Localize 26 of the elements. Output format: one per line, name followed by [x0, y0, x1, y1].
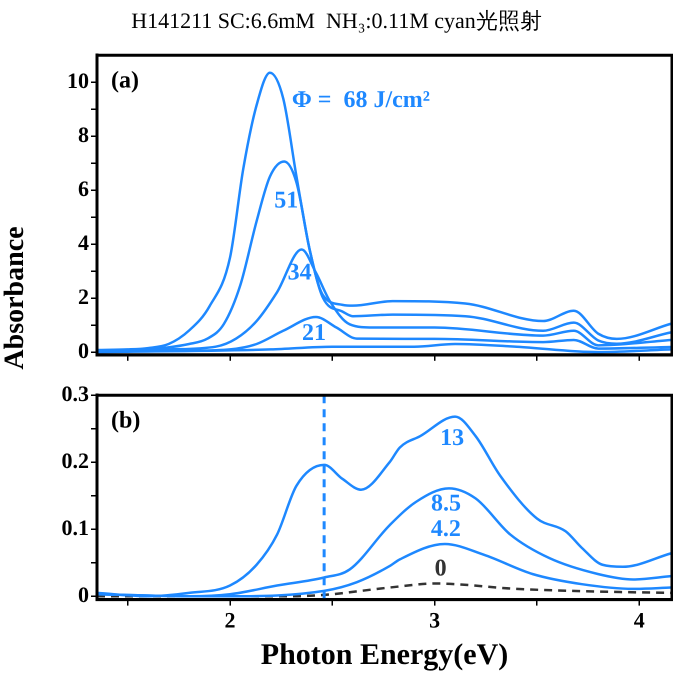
annotation: (a) — [111, 67, 139, 94]
series-label: Φ = 68 J/cm² — [292, 86, 430, 113]
y-axis-title: Absorbance — [0, 225, 31, 372]
series-label: 13 — [440, 424, 464, 451]
y-tick-label: 10 — [67, 68, 89, 93]
y-tick-label: 0.1 — [62, 514, 89, 540]
annotation: (b) — [111, 407, 140, 434]
y-tick-label: 8 — [78, 122, 89, 147]
y-tick-label: 0.2 — [62, 448, 89, 473]
series-label: 21 — [302, 320, 326, 346]
y-tick-label: 2 — [78, 284, 89, 309]
series-label: 51 — [274, 188, 298, 214]
series-label: 8.5 — [430, 490, 461, 517]
x-axis-title: Photon Energy(eV) — [260, 638, 508, 671]
series-label: 4.2 — [430, 516, 461, 542]
x-tick-label: 4 — [634, 607, 645, 632]
chart-title: H141211 SC:6.6mM NH₃:0.11M cyan光照射 — [130, 7, 543, 35]
y-tick-label: 4 — [78, 230, 89, 255]
series-label: 34 — [288, 260, 312, 286]
x-tick-label: 2 — [224, 607, 236, 632]
series-label: 0 — [434, 556, 447, 582]
y-tick-label: 0 — [78, 338, 89, 363]
y-tick-label: 0.3 — [62, 380, 89, 406]
y-tick-label: 0 — [78, 582, 89, 607]
x-tick-label: 3 — [429, 607, 440, 632]
y-tick-label: 6 — [78, 176, 89, 201]
